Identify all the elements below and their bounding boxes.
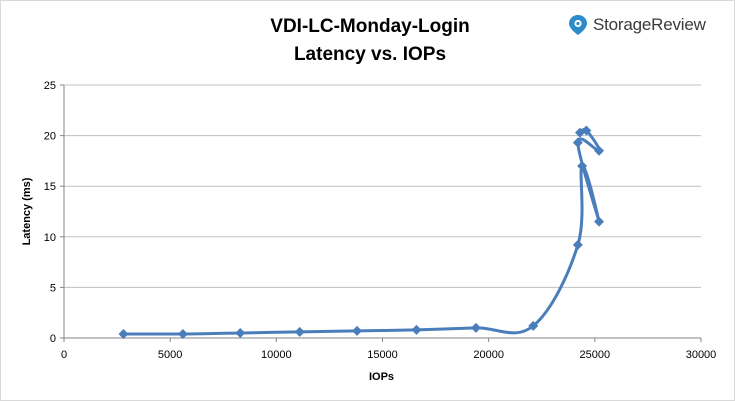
data-point-marker <box>577 160 588 171</box>
y-tick-label: 25 <box>44 80 56 92</box>
x-tick-label: 5000 <box>158 349 182 361</box>
data-point-marker <box>177 328 188 339</box>
y-tick-label: 0 <box>50 333 56 345</box>
series-line <box>121 127 601 336</box>
data-point-marker <box>235 327 246 338</box>
y-axis-label: Latency (ms) <box>21 177 33 245</box>
x-tick-label: 10000 <box>261 349 292 361</box>
x-tick-label: 0 <box>61 349 67 361</box>
x-tick-label: 30000 <box>686 349 717 361</box>
data-point-marker <box>118 328 129 339</box>
data-point-marker <box>594 216 605 227</box>
y-tick-label: 10 <box>44 232 56 244</box>
data-point-marker <box>352 325 363 336</box>
x-tick-label: 15000 <box>367 349 398 361</box>
data-point-marker <box>574 127 585 138</box>
brand-logo: StorageReview <box>568 14 706 36</box>
data-point-marker <box>572 239 583 250</box>
x-axis-label: IOPs <box>369 371 394 383</box>
y-tick-label: 20 <box>44 131 56 143</box>
chart-title: VDI-LC-Monday-Login <box>270 16 470 37</box>
data-point-marker <box>411 324 422 335</box>
brand-name: StorageReview <box>593 15 706 34</box>
y-tick-label: 5 <box>50 282 56 294</box>
data-point-marker <box>594 145 605 156</box>
data-point-marker <box>470 322 481 333</box>
x-tick-label: 25000 <box>580 349 611 361</box>
chart-subtitle: Latency vs. IOPs <box>293 44 447 65</box>
y-tick-label: 15 <box>44 181 56 193</box>
data-point-marker <box>572 137 583 148</box>
x-tick-label: 20000 <box>473 349 504 361</box>
data-point-marker <box>294 326 305 337</box>
storagereview-logo-icon <box>569 15 587 35</box>
data-point-marker <box>528 320 539 331</box>
